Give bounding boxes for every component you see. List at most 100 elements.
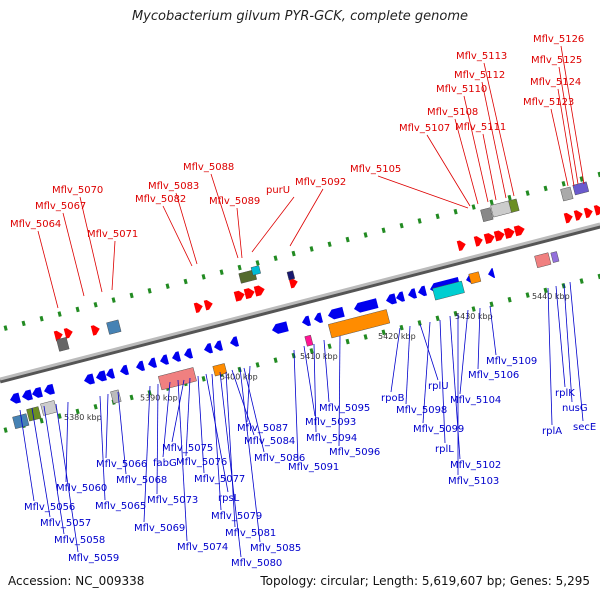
forward-gene-arrow bbox=[483, 233, 495, 245]
tick-mark bbox=[39, 315, 44, 322]
bottom-gene-connector bbox=[19, 409, 35, 502]
reverse-gene-arrow bbox=[407, 288, 417, 299]
tick-mark bbox=[399, 324, 404, 331]
bottom-gene-connector bbox=[243, 367, 265, 453]
tick-mark bbox=[75, 306, 80, 313]
tick-mark bbox=[345, 236, 350, 243]
top-gene-connector bbox=[550, 108, 569, 187]
scale-label: 5420 kbp bbox=[378, 332, 416, 341]
top-gene-label: purU bbox=[266, 185, 290, 196]
reverse-gene-arrow bbox=[105, 368, 115, 379]
bottom-gene-connector bbox=[65, 401, 69, 483]
top-gene-connector bbox=[111, 240, 116, 291]
genome-axis-shadow bbox=[0, 223, 600, 384]
tick-mark bbox=[3, 427, 8, 433]
bottom-gene-label: Mflv_5106 bbox=[468, 370, 519, 381]
top-gene-label: Mflv_5107 bbox=[399, 123, 450, 134]
genome-axis bbox=[0, 222, 600, 381]
tick-mark bbox=[3, 325, 8, 331]
top-gene-connector bbox=[558, 66, 579, 185]
top-gene-label: Mflv_5092 bbox=[295, 177, 346, 188]
bottom-gene-label: fabG bbox=[153, 458, 177, 469]
tick-mark bbox=[129, 394, 134, 401]
bottom-gene-connector bbox=[477, 307, 481, 370]
top-gene-label: Mflv_5110 bbox=[436, 84, 487, 95]
reverse-gene-arrow bbox=[302, 315, 311, 327]
gene-feature-box bbox=[40, 400, 58, 416]
bottom-gene-label: Mflv_5086 bbox=[254, 453, 305, 464]
gene-feature-box bbox=[56, 337, 70, 352]
bottom-gene-label: Mflv_5075 bbox=[162, 443, 213, 454]
bottom-gene-connector bbox=[43, 405, 65, 535]
bottom-gene-connector bbox=[105, 393, 109, 459]
gene-feature-box bbox=[508, 198, 520, 213]
reverse-gene-arrow bbox=[354, 298, 379, 313]
forward-gene-arrow bbox=[90, 325, 100, 336]
tick-mark bbox=[363, 232, 368, 238]
top-gene-connector bbox=[79, 196, 103, 293]
bottom-gene-label: Mflv_5058 bbox=[54, 535, 105, 546]
tick-mark bbox=[201, 274, 206, 280]
bottom-gene-connector bbox=[459, 309, 469, 395]
accession-label: Accession: NC_009338 bbox=[8, 574, 145, 588]
bottom-gene-connector bbox=[219, 371, 242, 558]
scale-label: 5410 kbp bbox=[300, 352, 338, 361]
gene-feature-box bbox=[328, 309, 391, 339]
gene-feature-box bbox=[560, 186, 574, 202]
top-gene-connector bbox=[426, 134, 471, 207]
bottom-gene-label: Mflv_5076 bbox=[176, 457, 227, 468]
reverse-gene-arrow bbox=[272, 321, 289, 334]
top-gene-connector bbox=[289, 188, 324, 247]
tick-mark bbox=[309, 246, 314, 252]
tick-mark bbox=[255, 362, 260, 368]
bottom-gene-connector bbox=[419, 323, 439, 381]
bottom-gene-label: Mflv_5074 bbox=[177, 542, 228, 553]
reverse-gene-arrow bbox=[172, 351, 181, 362]
forward-gene-arrow bbox=[193, 302, 203, 313]
scale-label: 5400 kbp bbox=[220, 373, 258, 382]
top-gene-label: Mflv_5125 bbox=[531, 55, 582, 66]
tick-mark bbox=[237, 264, 242, 271]
top-gene-connector bbox=[62, 212, 85, 297]
tick-mark bbox=[345, 338, 350, 345]
bottom-gene-label: Mflv_5081 bbox=[225, 528, 276, 539]
tick-mark bbox=[471, 204, 476, 210]
bottom-gene-connector bbox=[99, 395, 106, 501]
top-gene-label: Mflv_5123 bbox=[523, 97, 574, 108]
forward-gene-arrow bbox=[593, 205, 600, 216]
gene-feature-box bbox=[480, 207, 494, 222]
bottom-gene-label: Mflv_5059 bbox=[68, 553, 119, 564]
tick-mark bbox=[417, 218, 422, 224]
top-gene-label: Mflv_5083 bbox=[148, 181, 199, 192]
bottom-gene-label: Mflv_5095 bbox=[319, 403, 370, 414]
tick-mark bbox=[183, 278, 188, 285]
reverse-gene-arrow bbox=[327, 306, 345, 320]
bottom-gene-label: Mflv_5096 bbox=[329, 447, 380, 458]
tick-mark bbox=[525, 190, 530, 196]
tick-mark bbox=[453, 208, 458, 215]
tick-mark bbox=[561, 180, 566, 187]
bottom-gene-connector bbox=[555, 285, 566, 388]
reverse-gene-arrow bbox=[417, 285, 427, 297]
reverse-gene-arrow bbox=[385, 293, 397, 305]
bottom-gene-connector bbox=[547, 287, 553, 426]
gene-feature-box bbox=[534, 252, 552, 269]
reverse-gene-arrow bbox=[229, 336, 239, 347]
tick-mark bbox=[381, 227, 386, 234]
top-gene-label: Mflv_5064 bbox=[10, 219, 61, 230]
reverse-gene-arrow bbox=[487, 268, 496, 278]
top-gene-label: Mflv_5089 bbox=[209, 196, 260, 207]
top-gene-label: Mflv_5108 bbox=[427, 107, 478, 118]
scale-label: 5440 kbp bbox=[532, 292, 570, 301]
tick-mark bbox=[93, 403, 98, 410]
reverse-gene-arrow bbox=[395, 291, 405, 302]
bottom-gene-connector bbox=[177, 379, 188, 542]
top-gene-label: Mflv_5071 bbox=[87, 229, 138, 240]
reverse-gene-arrow bbox=[95, 370, 107, 382]
tick-mark bbox=[399, 222, 404, 229]
reverse-gene-arrow bbox=[10, 392, 21, 404]
forward-gene-arrow bbox=[563, 212, 573, 224]
tick-mark bbox=[327, 241, 332, 248]
reverse-gene-arrow bbox=[204, 342, 213, 354]
